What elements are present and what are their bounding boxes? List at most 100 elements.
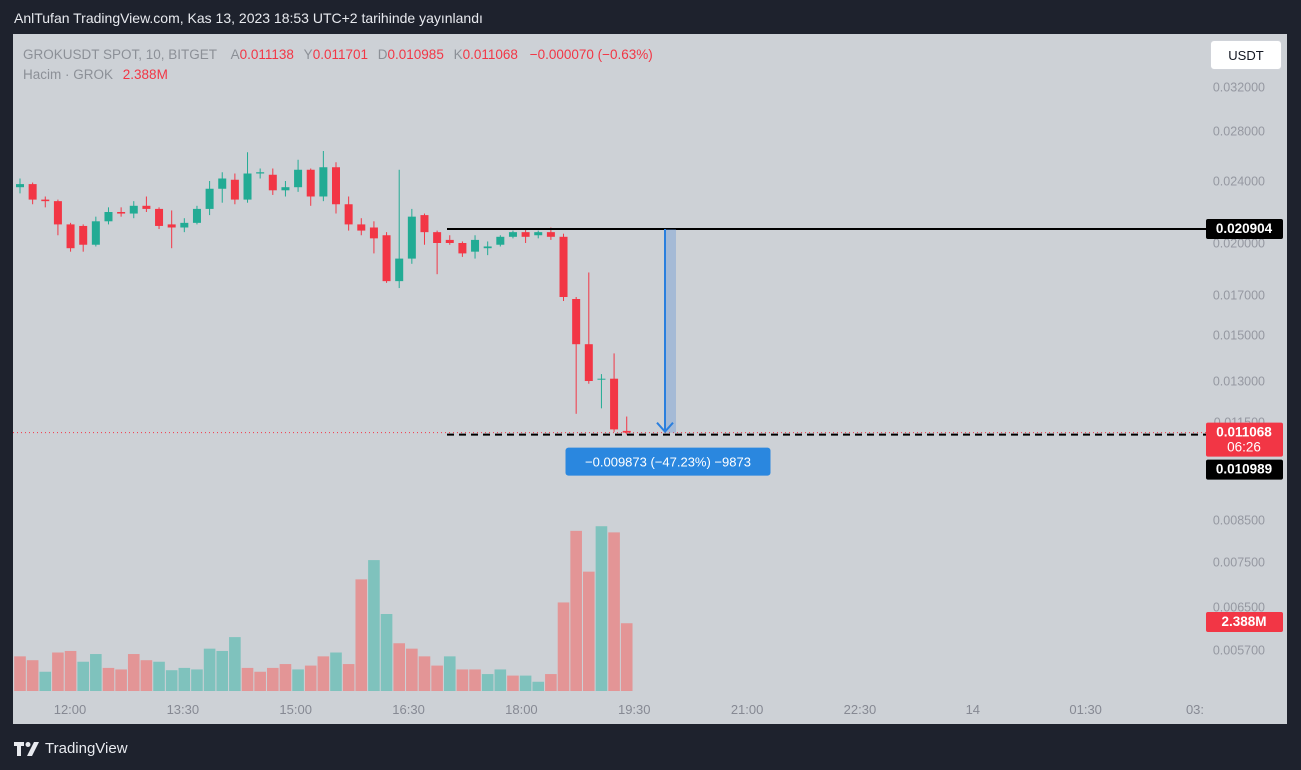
- volume-bar: [39, 671, 52, 691]
- upper-level-badge-text: 0.020904: [1216, 221, 1273, 236]
- candle-body: [496, 236, 505, 245]
- volume-bar: [406, 648, 418, 691]
- y-tick-label: 0.006500: [1213, 601, 1265, 615]
- volume-bar: [456, 669, 469, 691]
- tradingview-branding[interactable]: TradingView: [14, 740, 128, 757]
- candle-body: [91, 221, 100, 245]
- volume-bar: [393, 643, 405, 691]
- candle-body: [218, 178, 227, 189]
- measure-label-box: [565, 447, 771, 476]
- volume-bar: [279, 664, 292, 691]
- legend-open-value: 0.011138: [239, 47, 294, 62]
- candle-body: [16, 184, 24, 188]
- volume-bar: [570, 530, 582, 691]
- volume-bar: [191, 669, 203, 691]
- volume-bar: [216, 650, 229, 691]
- legend-symbol: GROKUSDT SPOT, 10, BITGET: [23, 47, 217, 62]
- candle-body: [407, 216, 416, 259]
- volume-bar: [254, 671, 266, 691]
- candle-body: [332, 167, 340, 205]
- volume-bar: [77, 661, 89, 691]
- volume-bar: [545, 674, 557, 691]
- y-tick-label: 0.007500: [1213, 556, 1265, 570]
- currency-button[interactable]: USDT: [1210, 40, 1282, 70]
- x-tick-label: 16:30: [392, 702, 425, 717]
- candle-body: [369, 227, 378, 239]
- measure-range-box: [664, 228, 676, 433]
- volume-bar: [507, 675, 519, 691]
- y-tick-label: 0.028000: [1213, 125, 1265, 139]
- candle-body: [28, 184, 37, 200]
- candle-body: [445, 239, 454, 243]
- volume-bar: [267, 667, 279, 691]
- volume-bar: [127, 654, 140, 691]
- measure-arrow-head: [656, 421, 674, 434]
- y-tick-label: 0.005700: [1213, 644, 1265, 658]
- x-tick-label: 18:00: [505, 702, 538, 717]
- volume-bar: [608, 532, 620, 691]
- candle-body: [142, 205, 151, 209]
- volume-bar: [481, 674, 494, 691]
- legend-low-label: D: [377, 47, 388, 62]
- candle-body: [294, 169, 303, 188]
- volume-bar: [620, 623, 633, 691]
- candle-body: [610, 378, 619, 430]
- tradingview-logo-icon: [14, 741, 39, 756]
- x-tick-label: 13:30: [167, 702, 200, 717]
- y-tick-label: 0.024000: [1213, 175, 1265, 189]
- legend-volume-row: Hacim · GROK 2.388M: [23, 65, 653, 85]
- legend-close-label: K: [453, 47, 463, 62]
- upper-level-badge-box: [1206, 218, 1283, 239]
- volume-bar: [14, 656, 26, 691]
- legend-high-label: Y: [303, 47, 313, 62]
- volume-bar: [494, 669, 507, 691]
- measure-label: −0.009873 (−47.23%) −9873: [585, 455, 751, 470]
- candle-body: [344, 204, 353, 225]
- volume-bar: [153, 661, 165, 691]
- candle-body: [559, 236, 568, 297]
- candle-body: [256, 172, 265, 174]
- candle-body: [167, 224, 176, 228]
- x-tick-label: 19:30: [618, 702, 651, 717]
- volume-bar: [583, 571, 595, 691]
- volume-bar: [140, 660, 153, 691]
- last-price-badge-box: [1206, 422, 1283, 457]
- candle-body: [117, 212, 126, 214]
- volume-bar: [64, 650, 77, 691]
- volume-bar: [102, 667, 115, 691]
- legend-ohlc-row: GROKUSDT SPOT, 10, BITGET A0.011138 Y0.0…: [23, 45, 653, 65]
- volume-badge-text: 2.388M: [1221, 614, 1266, 629]
- y-tick-label: 0.008500: [1213, 514, 1265, 528]
- legend-volume-value: 2.388M: [122, 67, 168, 82]
- volume-bar: [380, 614, 393, 691]
- candle-body: [382, 235, 391, 282]
- volume-bar: [557, 602, 570, 691]
- volume-bar: [203, 648, 216, 691]
- candle-body: [155, 208, 164, 226]
- lower-level-badge-text: 0.010989: [1216, 462, 1272, 477]
- candle-body: [622, 430, 631, 433]
- x-tick-label: 12:00: [54, 702, 87, 717]
- candle-body: [508, 232, 517, 237]
- candle-body: [243, 173, 252, 200]
- x-tick-label: 14: [966, 702, 980, 717]
- candle-body: [584, 344, 593, 381]
- chart-svg[interactable]: 0.032000 0.028000 0.024000 0.020000 0.017000…: [13, 34, 1287, 724]
- candle-body: [306, 169, 315, 197]
- last-price-badge-text: 06:26: [1227, 440, 1261, 455]
- candle-body: [395, 258, 404, 282]
- volume-bar: [431, 665, 443, 691]
- volume-bar: [52, 652, 64, 691]
- candle-body: [230, 179, 239, 200]
- candle-body: [521, 232, 530, 237]
- tradingview-wordmark: TradingView: [45, 740, 128, 757]
- volume-bar: [292, 669, 304, 691]
- candle-body: [66, 224, 75, 249]
- volume-bar: [178, 667, 191, 691]
- chart-pane[interactable]: 0.032000 0.028000 0.024000 0.020000 0.017000…: [13, 34, 1287, 724]
- candle-body: [458, 243, 467, 254]
- candle-body: [597, 378, 606, 380]
- legend-high-value: 0.011701: [312, 47, 368, 62]
- volume-bar: [595, 526, 608, 691]
- volume-bar: [229, 637, 241, 691]
